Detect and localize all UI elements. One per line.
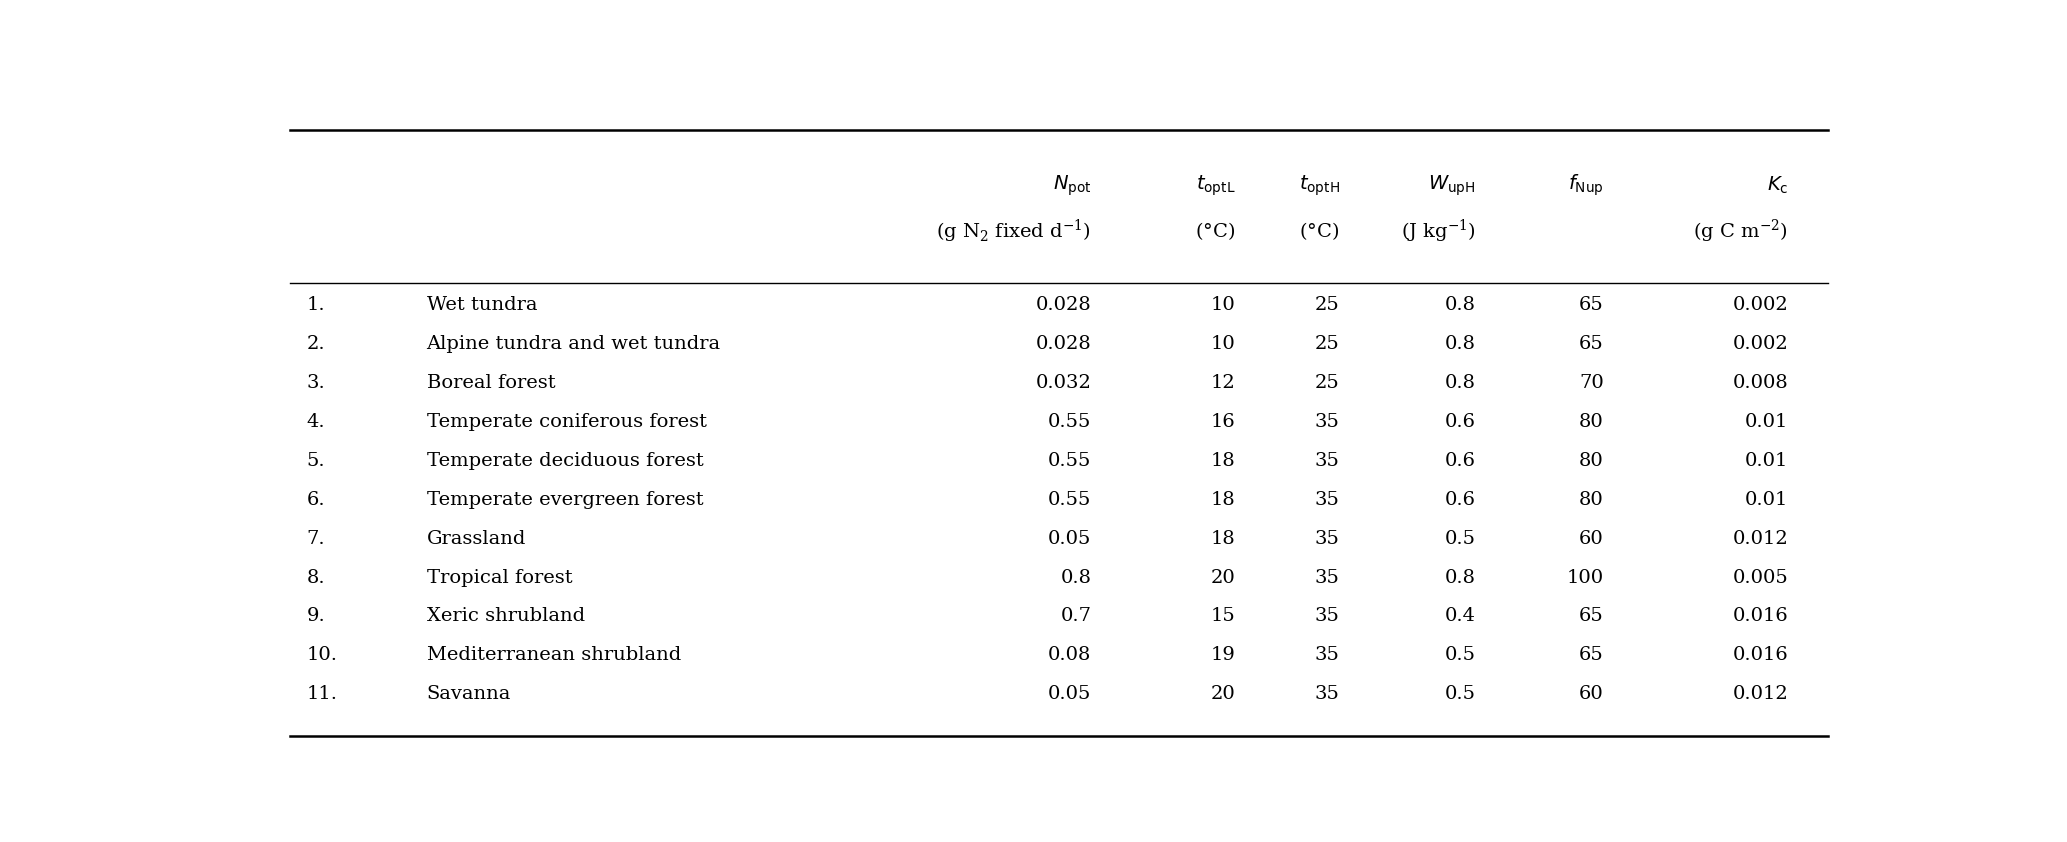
Text: (g N$_{\mathregular{2}}$ fixed d$^{\mathregular{-1}}$): (g N$_{\mathregular{2}}$ fixed d$^{\math… bbox=[936, 216, 1091, 245]
Text: 1.: 1. bbox=[306, 296, 325, 314]
Text: 0.005: 0.005 bbox=[1732, 568, 1788, 587]
Text: 0.05: 0.05 bbox=[1048, 685, 1091, 703]
Text: 12: 12 bbox=[1211, 374, 1236, 392]
Text: 35: 35 bbox=[1315, 647, 1339, 664]
Text: 35: 35 bbox=[1315, 452, 1339, 470]
Text: Mediterranean shrubland: Mediterranean shrubland bbox=[426, 647, 680, 664]
Text: Tropical forest: Tropical forest bbox=[426, 568, 573, 587]
Text: 65: 65 bbox=[1579, 607, 1604, 626]
Text: 10.: 10. bbox=[306, 647, 337, 664]
Text: 6.: 6. bbox=[306, 491, 325, 509]
Text: Temperate deciduous forest: Temperate deciduous forest bbox=[426, 452, 703, 470]
Text: 10: 10 bbox=[1211, 296, 1236, 314]
Text: 35: 35 bbox=[1315, 568, 1339, 587]
Text: 65: 65 bbox=[1579, 296, 1604, 314]
Text: 35: 35 bbox=[1315, 685, 1339, 703]
Text: 0.028: 0.028 bbox=[1036, 296, 1091, 314]
Text: 10: 10 bbox=[1211, 335, 1236, 353]
Text: $K_{\rm c}$: $K_{\rm c}$ bbox=[1767, 174, 1788, 196]
Text: 7.: 7. bbox=[306, 530, 325, 547]
Text: 100: 100 bbox=[1567, 568, 1604, 587]
Text: 9.: 9. bbox=[306, 607, 325, 626]
Text: 80: 80 bbox=[1579, 491, 1604, 509]
Text: 0.01: 0.01 bbox=[1745, 491, 1788, 509]
Text: 80: 80 bbox=[1579, 452, 1604, 470]
Text: 19: 19 bbox=[1211, 647, 1236, 664]
Text: 5.: 5. bbox=[306, 452, 325, 470]
Text: 0.002: 0.002 bbox=[1732, 335, 1788, 353]
Text: 0.01: 0.01 bbox=[1745, 452, 1788, 470]
Text: 0.55: 0.55 bbox=[1048, 413, 1091, 431]
Text: Temperate evergreen forest: Temperate evergreen forest bbox=[426, 491, 703, 509]
Text: 20: 20 bbox=[1211, 568, 1236, 587]
Text: 35: 35 bbox=[1315, 530, 1339, 547]
Text: 0.8: 0.8 bbox=[1445, 374, 1476, 392]
Text: 0.8: 0.8 bbox=[1445, 296, 1476, 314]
Text: 0.01: 0.01 bbox=[1745, 413, 1788, 431]
Text: 20: 20 bbox=[1211, 685, 1236, 703]
Text: $W_{\rm upH}$: $W_{\rm upH}$ bbox=[1428, 173, 1476, 198]
Text: 0.012: 0.012 bbox=[1732, 530, 1788, 547]
Text: (J kg$^{\mathregular{-1}}$): (J kg$^{\mathregular{-1}}$) bbox=[1401, 216, 1476, 245]
Text: ($\degree$C): ($\degree$C) bbox=[1300, 220, 1339, 242]
Text: 0.08: 0.08 bbox=[1048, 647, 1091, 664]
Text: 80: 80 bbox=[1579, 413, 1604, 431]
Text: ($\degree$C): ($\degree$C) bbox=[1195, 220, 1236, 242]
Text: 25: 25 bbox=[1315, 296, 1339, 314]
Text: 0.5: 0.5 bbox=[1445, 530, 1476, 547]
Text: 0.032: 0.032 bbox=[1036, 374, 1091, 392]
Text: 0.6: 0.6 bbox=[1445, 452, 1476, 470]
Text: (g C m$^{\mathregular{-2}}$): (g C m$^{\mathregular{-2}}$) bbox=[1693, 216, 1788, 245]
Text: 0.8: 0.8 bbox=[1445, 335, 1476, 353]
Text: 35: 35 bbox=[1315, 413, 1339, 431]
Text: 25: 25 bbox=[1315, 335, 1339, 353]
Text: 0.05: 0.05 bbox=[1048, 530, 1091, 547]
Text: 11.: 11. bbox=[306, 685, 337, 703]
Text: 18: 18 bbox=[1211, 491, 1236, 509]
Text: 0.5: 0.5 bbox=[1445, 685, 1476, 703]
Text: 15: 15 bbox=[1211, 607, 1236, 626]
Text: 60: 60 bbox=[1579, 530, 1604, 547]
Text: 16: 16 bbox=[1211, 413, 1236, 431]
Text: 0.6: 0.6 bbox=[1445, 491, 1476, 509]
Text: $f_{\rm Nup}$: $f_{\rm Nup}$ bbox=[1569, 173, 1604, 198]
Text: Alpine tundra and wet tundra: Alpine tundra and wet tundra bbox=[426, 335, 721, 353]
Text: $t_{\rm optH}$: $t_{\rm optH}$ bbox=[1298, 173, 1339, 198]
Text: 0.55: 0.55 bbox=[1048, 491, 1091, 509]
Text: 0.7: 0.7 bbox=[1060, 607, 1091, 626]
Text: Savanna: Savanna bbox=[426, 685, 511, 703]
Text: 65: 65 bbox=[1579, 647, 1604, 664]
Text: 18: 18 bbox=[1211, 530, 1236, 547]
Text: Temperate coniferous forest: Temperate coniferous forest bbox=[426, 413, 707, 431]
Text: 65: 65 bbox=[1579, 335, 1604, 353]
Text: 60: 60 bbox=[1579, 685, 1604, 703]
Text: 25: 25 bbox=[1315, 374, 1339, 392]
Text: Wet tundra: Wet tundra bbox=[426, 296, 537, 314]
Text: 35: 35 bbox=[1315, 607, 1339, 626]
Text: 0.5: 0.5 bbox=[1445, 647, 1476, 664]
Text: 0.028: 0.028 bbox=[1036, 335, 1091, 353]
Text: 35: 35 bbox=[1315, 491, 1339, 509]
Text: Grassland: Grassland bbox=[426, 530, 525, 547]
Text: 0.012: 0.012 bbox=[1732, 685, 1788, 703]
Text: 0.55: 0.55 bbox=[1048, 452, 1091, 470]
Text: 0.8: 0.8 bbox=[1445, 568, 1476, 587]
Text: 0.4: 0.4 bbox=[1445, 607, 1476, 626]
Text: Boreal forest: Boreal forest bbox=[426, 374, 556, 392]
Text: $N_{\rm pot}$: $N_{\rm pot}$ bbox=[1052, 173, 1091, 198]
Text: 0.6: 0.6 bbox=[1445, 413, 1476, 431]
Text: 3.: 3. bbox=[306, 374, 325, 392]
Text: 0.002: 0.002 bbox=[1732, 296, 1788, 314]
Text: 8.: 8. bbox=[306, 568, 325, 587]
Text: 0.016: 0.016 bbox=[1732, 647, 1788, 664]
Text: 0.8: 0.8 bbox=[1060, 568, 1091, 587]
Text: 70: 70 bbox=[1579, 374, 1604, 392]
Text: 0.016: 0.016 bbox=[1732, 607, 1788, 626]
Text: 4.: 4. bbox=[306, 413, 325, 431]
Text: 0.008: 0.008 bbox=[1732, 374, 1788, 392]
Text: $t_{\rm optL}$: $t_{\rm optL}$ bbox=[1197, 173, 1236, 198]
Text: 2.: 2. bbox=[306, 335, 325, 353]
Text: Xeric shrubland: Xeric shrubland bbox=[426, 607, 585, 626]
Text: 18: 18 bbox=[1211, 452, 1236, 470]
